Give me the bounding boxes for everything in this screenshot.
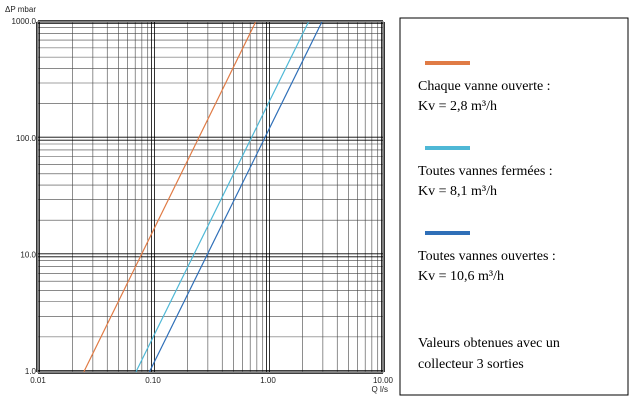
x-axis-label: Q l/s: [372, 385, 388, 394]
note: collecteur 3 sorties: [418, 357, 524, 372]
y-axis-label: ΔP mbar: [5, 5, 36, 14]
y-tick-label: 100.0: [16, 134, 37, 143]
legend-box: [399, 17, 629, 396]
legend-detail: Kv = 2,8 m³/h: [418, 99, 497, 114]
legend-detail: Kv = 10,6 m³/h: [418, 269, 504, 284]
legend-label: Toutes vannes ouvertes :: [418, 249, 556, 264]
series-line: [148, 21, 323, 373]
legend-label: Toutes vannes fermées :: [418, 164, 553, 179]
x-tick-label: 0.01: [30, 376, 46, 385]
y-tick-label: 10.0: [20, 250, 36, 259]
x-tick-label: 10.00: [373, 376, 394, 385]
x-tick-label: 0.10: [145, 376, 161, 385]
legend-detail: Kv = 8,1 m³/h: [418, 184, 497, 199]
legend-label: Chaque vanne ouverte :: [418, 79, 551, 94]
x-tick-label: 1.00: [260, 376, 276, 385]
series-line: [83, 21, 257, 373]
series-line: [135, 21, 310, 373]
note: Valeurs obtenues avec un: [418, 336, 560, 351]
plot-area: [37, 21, 384, 373]
y-tick-label: 1.0: [25, 367, 37, 376]
y-tick-label: 1000.0: [12, 17, 37, 26]
